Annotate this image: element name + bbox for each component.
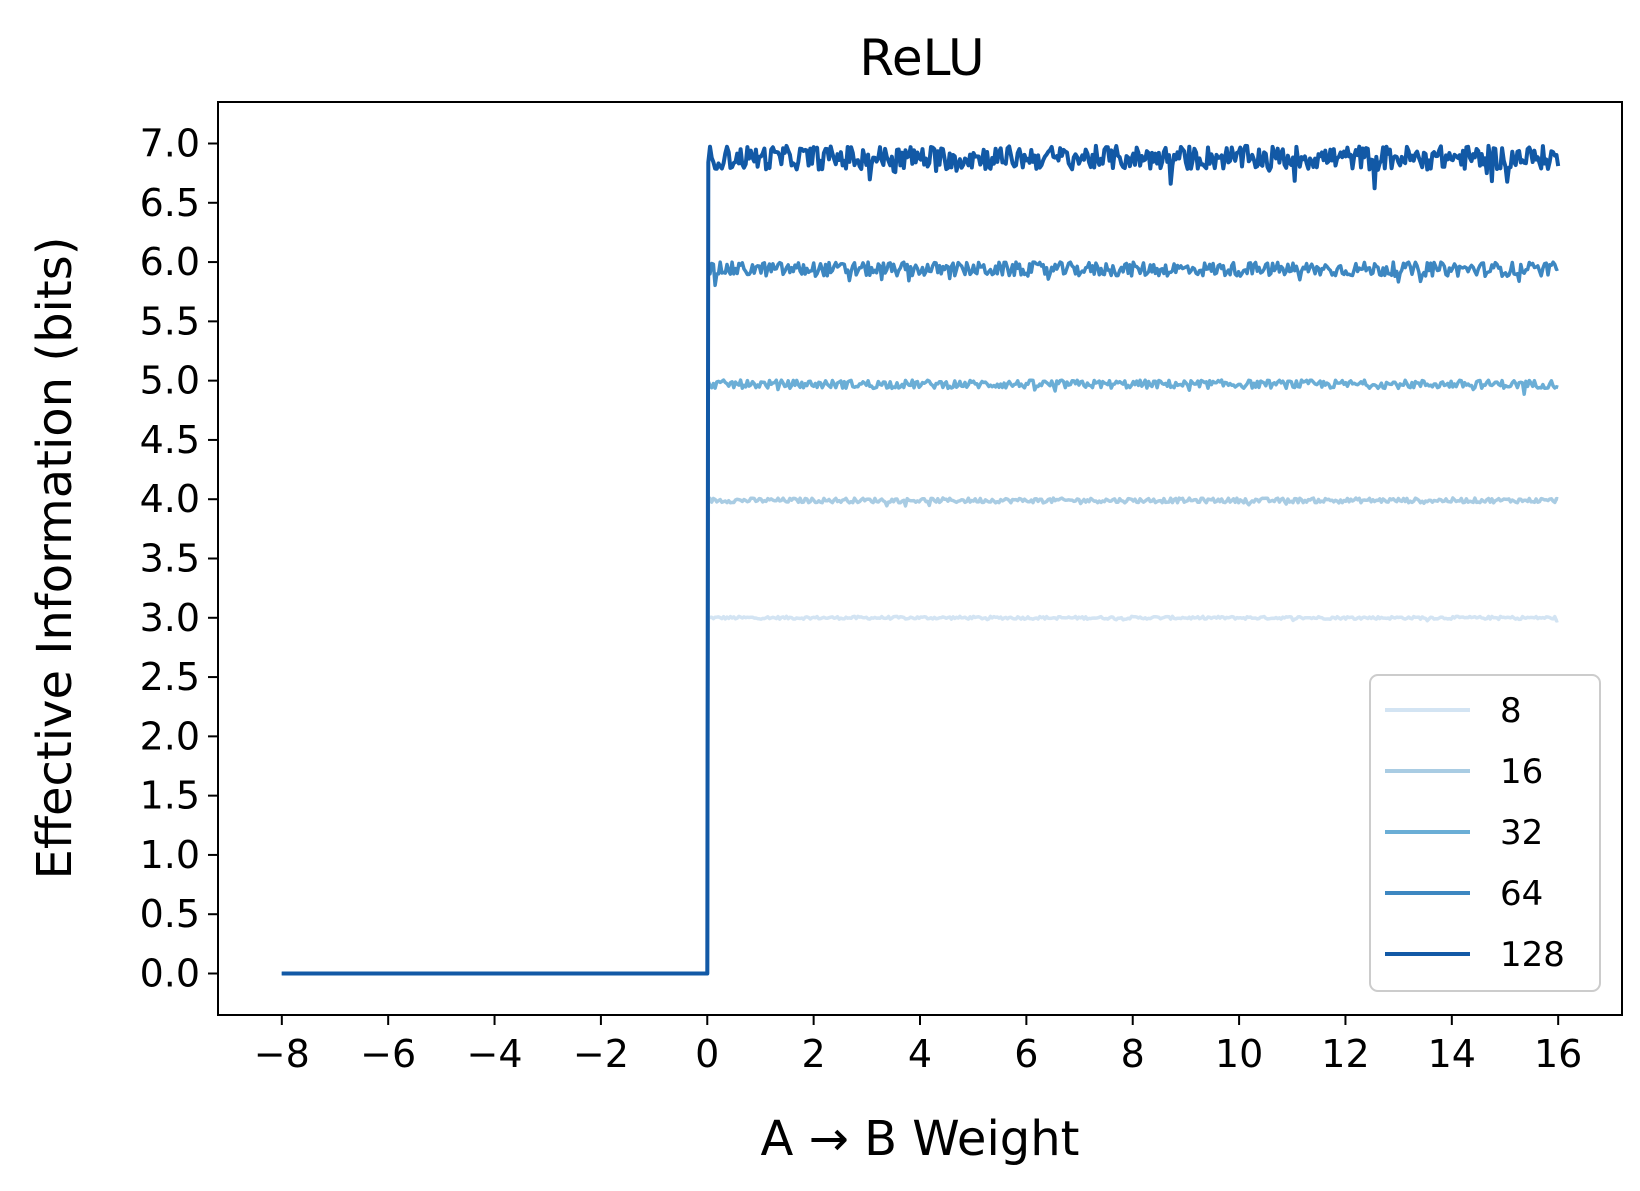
series-line-128 — [281, 143, 1561, 976]
legend: 8 16 32 64 128 — [1369, 674, 1601, 992]
y-tick-label: 0.0 — [140, 952, 200, 996]
series-line-16 — [281, 496, 1559, 976]
x-axis-label: A → B Weight — [761, 1111, 1080, 1167]
x-tick-label: 4 — [908, 1032, 932, 1076]
y-tick-label: 4.5 — [140, 418, 200, 462]
y-tick-label: 1.0 — [140, 833, 200, 877]
y-axis-ticks: 0.0 0.5 1.0 1.5 2.0 2.5 3.0 3.5 4.0 4.5 5.0 5.5 6.0 6… — [140, 122, 218, 996]
y-tick-label: 1.5 — [140, 774, 200, 818]
legend-label-32: 32 — [1500, 813, 1543, 853]
x-tick-label: −6 — [360, 1032, 416, 1076]
x-tick-label: 16 — [1534, 1032, 1582, 1076]
y-tick-label: 3.0 — [140, 596, 200, 640]
legend-label-8: 8 — [1500, 691, 1522, 731]
y-tick-label: 0.5 — [140, 892, 200, 936]
x-tick-label: 8 — [1121, 1032, 1145, 1076]
legend-label-128: 128 — [1500, 935, 1565, 975]
x-tick-label: 12 — [1321, 1032, 1369, 1076]
x-tick-label: 0 — [695, 1032, 719, 1076]
y-tick-label: 5.0 — [140, 359, 200, 403]
y-tick-label: 4.0 — [140, 477, 200, 521]
y-tick-label: 6.5 — [140, 181, 200, 225]
y-tick-label: 2.5 — [140, 655, 200, 699]
x-tick-label: 10 — [1215, 1032, 1263, 1076]
y-axis-label: Effective Information (bits) — [27, 237, 83, 880]
y-tick-label: 3.5 — [140, 537, 200, 581]
x-tick-label: 6 — [1014, 1032, 1038, 1076]
y-tick-label: 2.0 — [140, 714, 200, 758]
series-line-64 — [281, 260, 1559, 976]
y-tick-label: 5.5 — [140, 299, 200, 343]
legend-label-64: 64 — [1500, 874, 1543, 914]
series-line-8 — [281, 614, 1559, 976]
legend-label-16: 16 — [1500, 752, 1543, 792]
x-tick-label: −2 — [573, 1032, 629, 1076]
y-tick-label: 6.0 — [140, 240, 200, 284]
series-line-32 — [281, 378, 1559, 976]
y-tick-label: 7.0 — [140, 122, 200, 166]
x-axis-ticks: −8 −6 −4 −2 0 2 4 6 8 10 12 14 16 — [254, 1015, 1582, 1076]
plot-lines — [281, 143, 1561, 976]
x-tick-label: 2 — [802, 1032, 826, 1076]
x-tick-label: −8 — [254, 1032, 310, 1076]
x-tick-label: 14 — [1428, 1032, 1476, 1076]
chart-title: ReLU — [859, 29, 984, 87]
legend-frame — [1369, 674, 1601, 992]
x-tick-label: −4 — [467, 1032, 523, 1076]
